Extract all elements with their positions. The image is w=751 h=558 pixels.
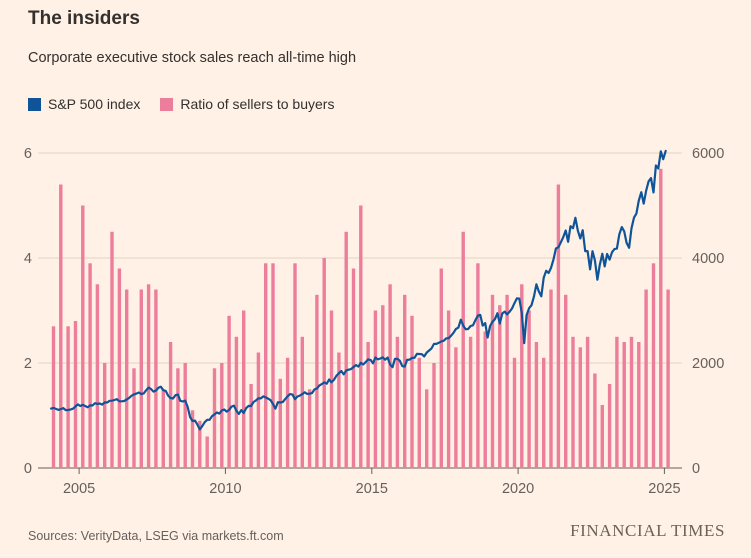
svg-text:2020: 2020 bbox=[502, 481, 534, 497]
svg-text:6000: 6000 bbox=[692, 146, 724, 162]
svg-text:4000: 4000 bbox=[692, 251, 724, 267]
legend-label-ratio: Ratio of sellers to buyers bbox=[180, 96, 335, 112]
chart-area: 2005 2010 2015 2020 2025 0 2 4 6 0 2000 4000 6000 bbox=[0, 128, 751, 508]
legend-swatch-sp500 bbox=[28, 97, 41, 111]
svg-text:2015: 2015 bbox=[356, 481, 388, 497]
svg-text:2005: 2005 bbox=[63, 481, 95, 497]
svg-text:6: 6 bbox=[24, 146, 32, 162]
page-title: The insiders bbox=[28, 8, 140, 29]
chart-svg: 2005 2010 2015 2020 2025 0 2 4 6 0 2000 4000 6000 bbox=[24, 146, 724, 497]
ft-wordmark: FINANCIAL TIMES bbox=[570, 521, 725, 540]
svg-text:0: 0 bbox=[692, 461, 700, 477]
legend-item-ratio: Ratio of sellers to buyers bbox=[160, 96, 334, 112]
svg-text:4: 4 bbox=[24, 251, 32, 267]
chart-legend: S&P 500 index Ratio of sellers to buyers bbox=[28, 96, 334, 112]
svg-text:2: 2 bbox=[24, 356, 32, 372]
svg-text:0: 0 bbox=[24, 461, 32, 477]
svg-text:2000: 2000 bbox=[692, 356, 724, 372]
svg-text:2025: 2025 bbox=[648, 481, 680, 497]
chart-subtitle: Corporate executive stock sales reach al… bbox=[28, 50, 357, 66]
legend-item-sp500: S&P 500 index bbox=[28, 96, 140, 112]
legend-label-sp500: S&P 500 index bbox=[48, 96, 141, 112]
svg-text:2010: 2010 bbox=[209, 481, 241, 497]
sources-note: Sources: VerityData, LSEG via markets.ft… bbox=[28, 529, 284, 543]
legend-swatch-ratio bbox=[160, 97, 174, 111]
